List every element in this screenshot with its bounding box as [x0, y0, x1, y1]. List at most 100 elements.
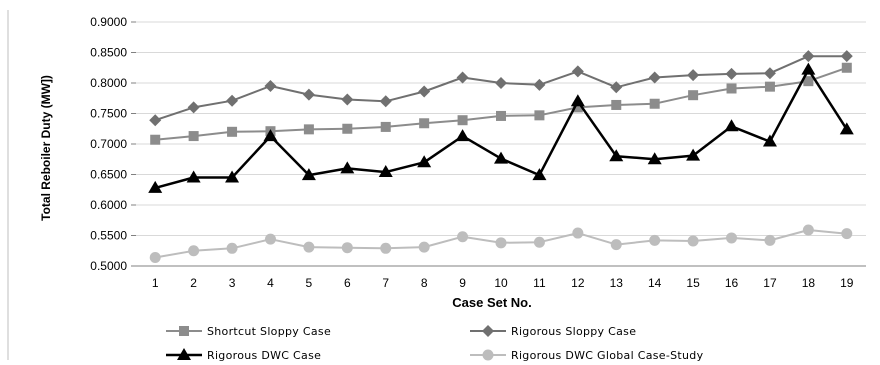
- data-point-rigorous-dwc-global-case-study-16: [726, 232, 738, 244]
- data-point-rigorous-dwc-case-9: [455, 129, 470, 142]
- x-tick-label-6: 6: [344, 276, 351, 290]
- series-layer: [148, 50, 854, 263]
- data-point-shortcut-sloppy-case-6: [342, 123, 353, 134]
- data-point-shortcut-sloppy-case-18: [803, 76, 814, 87]
- data-point-rigorous-sloppy-case-12: [571, 65, 584, 78]
- legend-entry-rigorous-dwc-global-case-study: Rigorous DWC Global Case-Study: [511, 349, 704, 362]
- legend-entry-shortcut-sloppy-case: Shortcut Sloppy Case: [207, 325, 331, 338]
- data-point-rigorous-dwc-global-case-study-18: [802, 224, 814, 236]
- data-point-rigorous-dwc-case-17: [762, 134, 777, 147]
- x-tick-label-8: 8: [421, 276, 428, 290]
- y-tick-label-0.5500: 0.5500: [90, 229, 127, 243]
- data-point-rigorous-dwc-case-11: [532, 168, 547, 181]
- data-point-rigorous-dwc-case-1: [148, 180, 163, 193]
- y-tick-label-0.5000: 0.5000: [90, 259, 127, 273]
- data-point-rigorous-dwc-global-case-study-1: [149, 251, 161, 263]
- data-point-shortcut-sloppy-case-5: [303, 124, 314, 135]
- x-tick-label-4: 4: [267, 276, 274, 290]
- data-point-rigorous-dwc-case-5: [301, 168, 316, 181]
- data-point-rigorous-sloppy-case-15: [687, 69, 700, 82]
- data-point-rigorous-sloppy-case-16: [725, 67, 738, 80]
- data-point-rigorous-sloppy-case-6: [341, 93, 354, 106]
- data-point-rigorous-dwc-global-case-study-13: [610, 239, 622, 251]
- x-tick-label-17: 17: [763, 276, 777, 290]
- x-tick-label-2: 2: [190, 276, 197, 290]
- data-point-rigorous-dwc-case-4: [263, 129, 278, 142]
- y-axis-label: Total Reboiler Duty (MW]): [39, 75, 53, 221]
- data-point-shortcut-sloppy-case-13: [611, 99, 622, 110]
- data-point-rigorous-dwc-global-case-study-6: [341, 242, 353, 254]
- data-point-rigorous-dwc-global-case-study-11: [533, 236, 545, 248]
- data-point-rigorous-dwc-global-case-study-15: [687, 235, 699, 247]
- data-point-rigorous-dwc-global-case-study-10: [495, 237, 507, 249]
- data-point-rigorous-sloppy-case-18: [802, 50, 815, 63]
- data-point-rigorous-dwc-global-case-study-17: [764, 234, 776, 246]
- data-point-rigorous-dwc-global-case-study-7: [380, 242, 392, 254]
- data-point-rigorous-sloppy-case-17: [763, 67, 776, 80]
- data-point-rigorous-dwc-case-10: [494, 151, 508, 164]
- x-tick-label-11: 11: [533, 276, 546, 290]
- data-point-shortcut-sloppy-case-19: [841, 62, 852, 73]
- y-tick-label-0.9000: 0.9000: [90, 15, 127, 29]
- data-point-rigorous-sloppy-case-13: [610, 81, 623, 94]
- data-point-rigorous-dwc-global-case-study-5: [303, 241, 315, 253]
- data-point-rigorous-sloppy-case-5: [302, 88, 315, 101]
- data-point-rigorous-sloppy-case-8: [418, 85, 431, 98]
- data-point-rigorous-dwc-case-18: [801, 62, 816, 75]
- data-point-rigorous-dwc-case-16: [724, 119, 739, 132]
- data-point-rigorous-sloppy-case-10: [495, 77, 507, 89]
- x-tick-label-1: 1: [152, 276, 159, 290]
- data-point-shortcut-sloppy-case-8: [419, 118, 430, 129]
- data-point-rigorous-dwc-case-3: [225, 170, 240, 183]
- legend-entry-rigorous-sloppy-case: Rigorous Sloppy Case: [511, 325, 636, 338]
- data-point-rigorous-sloppy-case-1: [149, 114, 162, 127]
- x-tick-label-12: 12: [571, 276, 585, 290]
- data-point-rigorous-dwc-case-6: [340, 161, 355, 174]
- data-point-shortcut-sloppy-case-9: [457, 115, 468, 126]
- x-tick-label-5: 5: [306, 276, 313, 290]
- legend-marker-rigorous-sloppy-case: [482, 325, 494, 337]
- data-point-rigorous-dwc-case-14: [647, 152, 662, 165]
- data-point-rigorous-dwc-case-13: [609, 149, 624, 162]
- data-point-rigorous-dwc-case-2: [186, 170, 201, 183]
- data-point-rigorous-dwc-global-case-study-3: [226, 242, 238, 254]
- x-tick-label-14: 14: [648, 276, 662, 290]
- x-tick-label-18: 18: [802, 276, 816, 290]
- legend-marker-shortcut-sloppy-case: [179, 326, 189, 336]
- data-point-rigorous-sloppy-case-7: [379, 95, 392, 108]
- data-point-rigorous-dwc-case-15: [686, 148, 701, 161]
- x-tick-label-10: 10: [494, 276, 508, 290]
- x-tick-label-3: 3: [229, 276, 236, 290]
- x-axis-label: Case Set No.: [452, 295, 531, 310]
- data-point-rigorous-dwc-case-12: [570, 94, 585, 107]
- legend-marker-rigorous-dwc-global-case-study: [482, 349, 494, 361]
- data-point-rigorous-sloppy-case-2: [187, 101, 200, 114]
- data-point-rigorous-dwc-global-case-study-8: [418, 241, 430, 253]
- y-tick-label-0.6500: 0.6500: [90, 168, 127, 182]
- data-point-shortcut-sloppy-case-3: [227, 126, 238, 137]
- data-point-shortcut-sloppy-case-10: [496, 110, 506, 121]
- x-tick-label-19: 19: [840, 276, 854, 290]
- data-point-shortcut-sloppy-case-17: [764, 81, 775, 92]
- series-rigorous-dwc-case: [148, 62, 854, 193]
- data-point-rigorous-dwc-case-19: [839, 122, 854, 135]
- data-point-rigorous-dwc-global-case-study-14: [649, 234, 661, 246]
- series-rigorous-dwc-global-case-study: [149, 224, 853, 263]
- data-point-rigorous-dwc-case-7: [378, 165, 393, 178]
- data-point-shortcut-sloppy-case-14: [649, 98, 660, 109]
- data-point-rigorous-sloppy-case-9: [456, 71, 469, 84]
- data-point-rigorous-dwc-case-8: [417, 155, 432, 168]
- series-rigorous-sloppy-case: [149, 50, 853, 127]
- gridlines: [136, 21, 866, 236]
- x-axis-ticks: 1 2 3 4 5 6 7 8 9 10 11 12 13 14 15 16 17 18 19: [152, 276, 854, 290]
- x-tick-label-16: 16: [725, 276, 739, 290]
- data-point-shortcut-sloppy-case-11: [534, 110, 545, 121]
- legend-entry-rigorous-dwc-case: Rigorous DWC Case: [207, 349, 321, 362]
- legend: Shortcut Sloppy Case Rigorous Sloppy Case…: [166, 325, 704, 362]
- data-point-shortcut-sloppy-case-16: [726, 83, 737, 94]
- data-point-rigorous-sloppy-case-14: [648, 71, 661, 84]
- data-point-rigorous-dwc-global-case-study-12: [572, 227, 584, 239]
- x-tick-label-13: 13: [610, 276, 624, 290]
- legend-marker-rigorous-dwc-case: [177, 348, 191, 360]
